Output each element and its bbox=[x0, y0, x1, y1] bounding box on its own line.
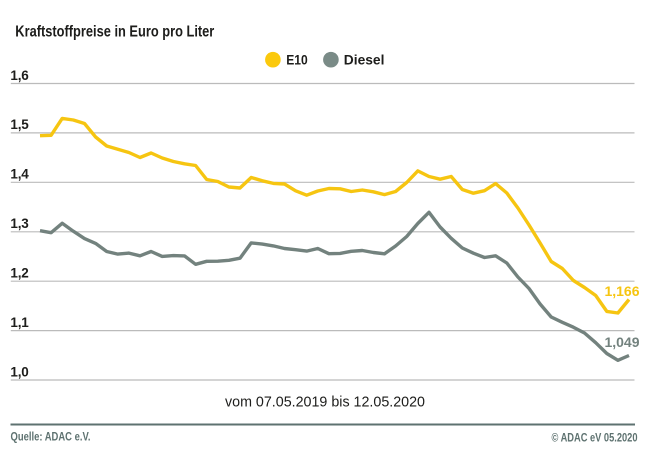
svg-text:Quelle: ADAC e.V.: Quelle: ADAC e.V. bbox=[11, 431, 91, 443]
svg-text:1,5: 1,5 bbox=[10, 117, 29, 132]
svg-text:E10: E10 bbox=[286, 52, 308, 68]
svg-text:1,1: 1,1 bbox=[10, 315, 29, 330]
svg-text:1,166: 1,166 bbox=[604, 283, 639, 299]
svg-text:1,6: 1,6 bbox=[10, 68, 29, 83]
svg-text:1,3: 1,3 bbox=[10, 216, 29, 231]
svg-text:Diesel: Diesel bbox=[344, 52, 385, 68]
svg-text:© ADAC eV 05.2020: © ADAC eV 05.2020 bbox=[552, 432, 638, 444]
svg-text:Kraftstoffpreise in Euro pro L: Kraftstoffpreise in Euro pro Liter bbox=[15, 24, 214, 41]
svg-text:vom 07.05.2019 bis 12.05.2020: vom 07.05.2019 bis 12.05.2020 bbox=[225, 394, 425, 411]
svg-text:1,2: 1,2 bbox=[10, 266, 28, 281]
svg-text:1,4: 1,4 bbox=[10, 167, 29, 182]
svg-text:1,0: 1,0 bbox=[10, 364, 28, 379]
svg-text:1,049: 1,049 bbox=[604, 334, 639, 350]
